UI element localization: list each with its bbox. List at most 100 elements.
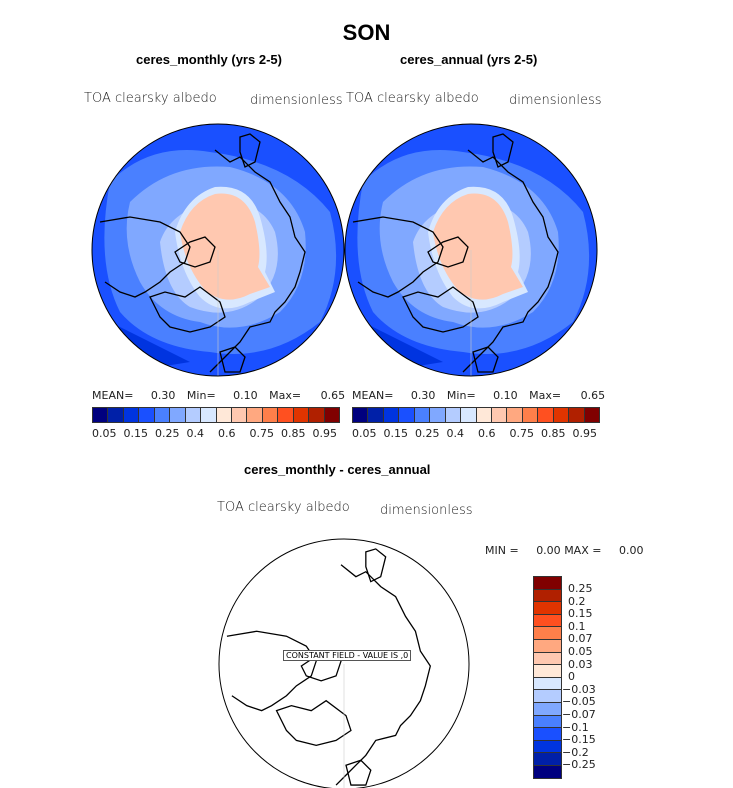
constant-field-label: CONSTANT FIELD - VALUE IS ,0 — [283, 650, 412, 661]
colorbar-swatch — [507, 408, 523, 422]
colorbar-tick-label: 0.1 — [568, 619, 586, 633]
colorbar-tick-label: 0.03 — [568, 657, 593, 671]
colorbar-swatch — [569, 408, 585, 422]
colorbar-monthly — [92, 407, 340, 423]
panel-2-variable: TOA clearsky albedo — [346, 91, 479, 106]
coastline — [226, 630, 317, 712]
colorbar-swatch — [383, 408, 400, 422]
colorbar-tick-label: 0.25 — [155, 427, 180, 440]
colorbar-swatch — [185, 408, 202, 422]
coastline — [492, 133, 514, 168]
sea-ice-region — [433, 193, 523, 300]
mean-label: MEAN= — [92, 389, 134, 402]
colorbar-swatch — [534, 702, 561, 716]
colorbar-tick-label: −0.1 — [562, 720, 589, 734]
colorbar-swatch — [534, 740, 561, 754]
colorbar-swatch — [216, 408, 232, 422]
diff-stats: MIN = 0.00 MAX = 0.00 — [485, 544, 643, 557]
map-layer — [218, 538, 470, 788]
colorbar-swatch — [538, 408, 554, 422]
coastline — [462, 149, 559, 373]
colorbar-swatch — [534, 715, 561, 729]
colorbar-swatch — [584, 408, 599, 422]
max-value: 0.65 — [580, 389, 606, 402]
min-label: Min= — [446, 389, 476, 402]
panel-2-stats: MEAN= 0.30 Min= 0.10 Max= 0.65 — [352, 389, 605, 402]
colorbar-tick-label: 0.15 — [568, 607, 593, 621]
colorbar-swatch — [553, 408, 570, 422]
colorbar-tick-label: 0.6 — [218, 427, 236, 440]
polar-map-annual — [344, 123, 598, 377]
colorbar-tick-label: −0.07 — [562, 708, 596, 721]
map-border — [91, 123, 345, 377]
min-label: MIN = — [485, 544, 519, 557]
min-value: 0.10 — [233, 389, 258, 402]
coastline — [427, 236, 469, 268]
panel-2-units: dimensionless — [509, 93, 602, 108]
diff-variable: TOA clearsky albedo — [217, 500, 350, 515]
colorbar-tick-label: 0.85 — [281, 427, 306, 440]
min-value: 0.10 — [493, 389, 518, 402]
coastline — [402, 286, 479, 333]
coastline — [99, 216, 191, 298]
colorbar-swatch — [430, 408, 446, 422]
map-border — [218, 538, 470, 788]
mean-value: 0.30 — [150, 389, 176, 402]
colorbar-tick-label: 0.25 — [568, 582, 593, 595]
coastline — [239, 133, 261, 168]
colorbar-swatch — [353, 408, 369, 422]
coastline — [219, 346, 246, 373]
map-layer — [345, 124, 597, 376]
colorbar-swatch — [534, 589, 561, 603]
colorbar-swatch — [368, 408, 384, 422]
colorbar-tick-label: 0.4 — [186, 427, 205, 440]
colorbar-swatch — [534, 614, 561, 628]
colorbar-tick-label: 0.75 — [249, 427, 275, 440]
colorbar-difference — [533, 576, 562, 779]
colorbar-swatch — [522, 408, 539, 422]
mean-label: MEAN= — [352, 389, 394, 402]
colorbar-swatch — [170, 408, 186, 422]
colorbar-tick-label: 0.85 — [541, 427, 566, 440]
coastline — [149, 286, 226, 333]
colorbar-swatch — [534, 728, 561, 741]
colorbar-swatch — [399, 408, 415, 422]
colorbar-swatch — [534, 753, 561, 766]
colorbar-swatch — [309, 408, 325, 422]
colorbar-tick-label: 0 — [568, 670, 575, 684]
coastline — [174, 236, 216, 268]
colorbar-swatch — [278, 408, 294, 422]
max-label: Max= — [529, 389, 562, 402]
colorbar-swatch — [534, 765, 561, 778]
colorbar-tick-label: 0.15 — [383, 427, 409, 440]
max-label: MAX = — [564, 544, 602, 557]
colorbar-swatch — [108, 408, 124, 422]
colorbar-tick-label: 0.4 — [446, 427, 465, 440]
colorbar-tick-label: −0.03 — [562, 682, 596, 696]
max-value: 0.65 — [320, 389, 346, 402]
colorbar-tick-label: 0.25 — [415, 427, 440, 440]
coastline — [335, 564, 432, 786]
panel-1-units: dimensionless — [250, 93, 343, 108]
colorbar-swatch — [534, 639, 561, 653]
colorbar-swatch — [534, 627, 561, 640]
colorbar-swatch — [491, 408, 508, 422]
colorbar-swatch — [414, 408, 431, 422]
min-value: 0.00 — [536, 544, 561, 557]
colorbar-swatch — [534, 652, 561, 666]
colorbar-swatch — [534, 577, 561, 590]
coastline — [365, 548, 387, 583]
max-label: Max= — [269, 389, 302, 402]
colorbar-swatch — [247, 408, 263, 422]
colorbar-swatch — [139, 408, 155, 422]
diff-subtitle: ceres_monthly - ceres_annual — [244, 462, 431, 477]
colorbar-swatch — [461, 408, 477, 422]
polar-map-difference — [218, 538, 470, 788]
map-layer — [92, 124, 344, 376]
polar-map-monthly — [91, 123, 345, 377]
colorbar-swatch — [293, 408, 310, 422]
mean-value: 0.30 — [410, 389, 436, 402]
colorbar-swatch — [123, 408, 140, 422]
coastline — [352, 216, 444, 298]
